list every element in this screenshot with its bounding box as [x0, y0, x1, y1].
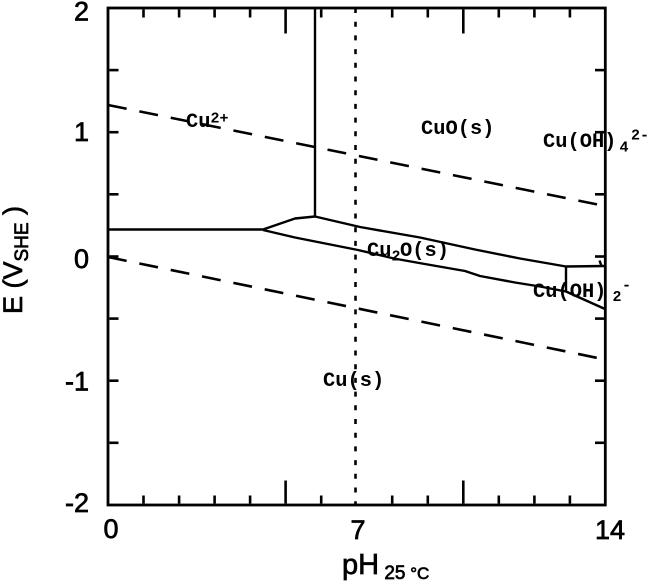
svg-text:14: 14	[595, 515, 625, 545]
svg-text:Cu: Cu	[367, 240, 391, 263]
svg-text:Cu: Cu	[186, 111, 210, 134]
svg-text:-1: -1	[65, 367, 89, 397]
svg-text:E (VSHE ): E (VSHE )	[0, 206, 33, 314]
svg-text:2-: 2-	[631, 128, 649, 145]
svg-text:0: 0	[103, 514, 118, 544]
svg-text:Cu(OH): Cu(OH)	[543, 131, 616, 154]
svg-text:Cu(s): Cu(s)	[323, 370, 384, 393]
svg-text:-2: -2	[65, 488, 89, 518]
svg-text:2: 2	[74, 0, 89, 27]
svg-text:4: 4	[620, 140, 629, 157]
svg-text:pH 25 °C: pH 25 °C	[342, 549, 429, 582]
svg-text:7: 7	[350, 515, 365, 545]
svg-text:2+: 2+	[211, 111, 229, 128]
svg-text:-: -	[622, 278, 631, 295]
svg-text:2: 2	[613, 289, 622, 306]
svg-text:0: 0	[74, 244, 89, 274]
svg-text:O(s): O(s)	[400, 240, 449, 263]
svg-text:1: 1	[74, 117, 89, 147]
svg-text:2: 2	[392, 249, 401, 266]
svg-text:CuO(s): CuO(s)	[421, 118, 494, 141]
svg-text:Cu(OH): Cu(OH)	[533, 281, 606, 304]
